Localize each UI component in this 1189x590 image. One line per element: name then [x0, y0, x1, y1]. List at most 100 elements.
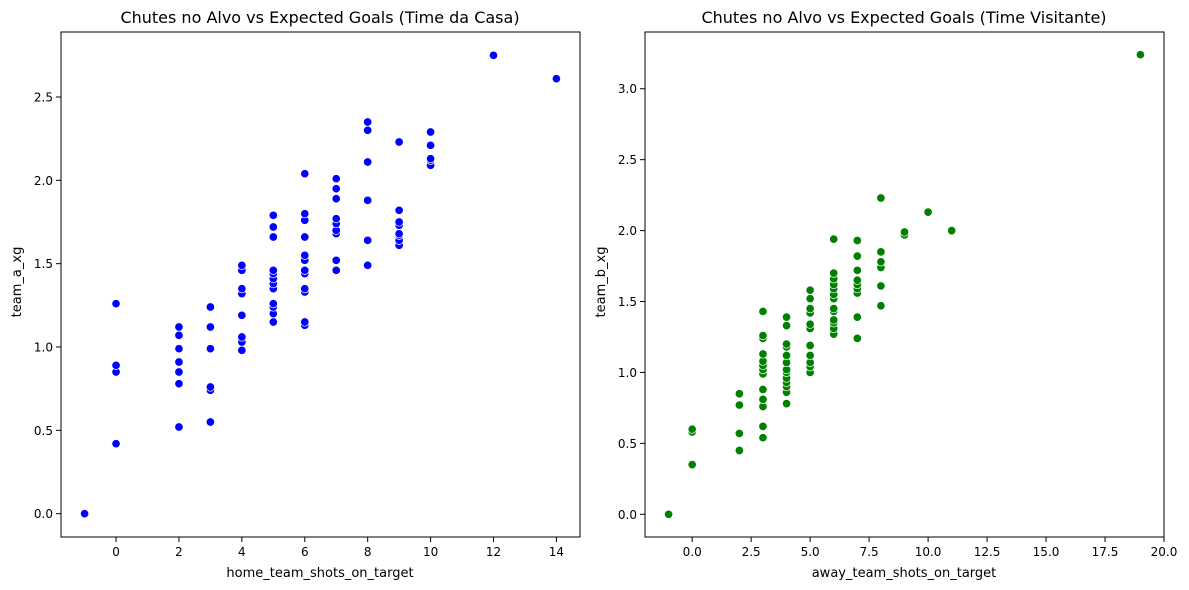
data-point [781, 399, 792, 409]
data-point [174, 330, 184, 340]
data-point [268, 299, 278, 309]
y-tick-label: 2.0 [34, 174, 53, 188]
chart-title: Chutes no Alvo vs Expected Goals (Time d… [120, 8, 519, 27]
data-point [174, 422, 184, 432]
data-point [488, 50, 499, 60]
x-tick-label: 17.5 [1092, 545, 1119, 559]
plot-frame [644, 31, 1165, 538]
data-point [174, 344, 184, 354]
data-point [852, 265, 862, 275]
data-point [237, 260, 247, 270]
data-point [551, 74, 561, 84]
data-point [300, 265, 310, 275]
data-point [758, 331, 768, 341]
x-tick-label: 4 [238, 545, 246, 559]
data-point [174, 322, 184, 332]
data-point [1135, 50, 1145, 60]
data-point [174, 357, 184, 367]
y-tick-label: 2.5 [618, 153, 637, 167]
data-point [758, 349, 768, 359]
y-tick-label: 0.0 [34, 507, 53, 521]
x-tick-label: 7.5 [860, 545, 879, 559]
data-point [111, 299, 121, 309]
data-point [758, 384, 768, 395]
y-axis-label: team_b_xg [594, 247, 609, 318]
x-tick-label: 10 [423, 545, 438, 559]
data-point [852, 333, 862, 343]
data-point [300, 250, 310, 260]
data-point [394, 205, 404, 215]
data-point [734, 389, 744, 399]
x-tick-label: 14 [549, 545, 564, 559]
x-tick-label: 5.0 [801, 545, 820, 559]
y-tick-label: 0.5 [34, 424, 53, 438]
data-point [805, 350, 815, 360]
data-point [394, 137, 404, 147]
chart-title: Chutes no Alvo vs Expected Goals (Time V… [701, 8, 1106, 27]
data-point [205, 382, 215, 392]
data-point [363, 117, 373, 127]
x-axis-label: home_team_shots_on_target [226, 566, 413, 581]
data-point [331, 214, 341, 224]
data-point [363, 260, 373, 270]
y-tick-label: 0.5 [618, 437, 637, 451]
x-tick-label: 15.0 [1033, 545, 1060, 559]
plot-area: 0.0 2.5 5.0 7.5 10.0 12.5 15.0 17.5 20.0 0.0 0.5 1.… [618, 31, 1177, 559]
data-point [829, 304, 839, 314]
data-point [805, 340, 815, 351]
data-point [899, 227, 910, 237]
data-point [805, 319, 815, 329]
data-point [687, 460, 697, 470]
y-axis-label: team_a_xg [10, 247, 25, 318]
x-tick-label: 12 [486, 545, 501, 559]
data-point [781, 321, 792, 331]
data-point [876, 281, 886, 291]
data-point [781, 350, 792, 360]
x-tick-label: 0.0 [683, 545, 702, 559]
data-point [852, 275, 862, 285]
data-point [205, 322, 215, 332]
y-tick-label: 1.0 [618, 366, 637, 380]
data-point [426, 127, 436, 137]
data-point [331, 265, 341, 275]
data-point [300, 317, 310, 327]
x-tick-label: 2.5 [742, 545, 761, 559]
data-point [268, 265, 278, 275]
data-point [174, 379, 184, 389]
data-point [363, 157, 373, 167]
y-tick-label: 0.0 [618, 508, 637, 522]
data-point [205, 302, 215, 312]
data-point [876, 301, 886, 311]
y-tick-label: 1.5 [34, 257, 53, 271]
data-point [80, 509, 90, 519]
data-point [923, 207, 933, 217]
y-tick-label: 2.5 [34, 91, 53, 105]
data-point [758, 433, 768, 443]
data-point [876, 247, 886, 257]
x-tick-label: 12.5 [974, 545, 1001, 559]
data-point [268, 232, 278, 242]
y-tick-label: 2.0 [618, 224, 637, 238]
x-tick-label: 2 [175, 545, 183, 559]
data-point [876, 193, 886, 203]
data-point [174, 367, 184, 377]
data-point [237, 284, 247, 294]
x-tick-label: 6 [301, 545, 309, 559]
data-point [300, 209, 310, 219]
data-point [268, 317, 278, 327]
data-point [805, 285, 815, 295]
data-point [426, 154, 436, 164]
data-point [805, 304, 815, 314]
data-point [758, 394, 768, 404]
data-point [805, 294, 815, 304]
data-point [687, 424, 697, 434]
data-point [781, 339, 792, 349]
x-tick-label: 0 [112, 545, 120, 559]
data-point [237, 332, 247, 342]
data-point [331, 194, 341, 204]
data-point [111, 439, 121, 449]
x-tick-label: 10.0 [915, 545, 942, 559]
data-point [426, 140, 436, 150]
y-tick-label: 1.0 [34, 341, 53, 355]
